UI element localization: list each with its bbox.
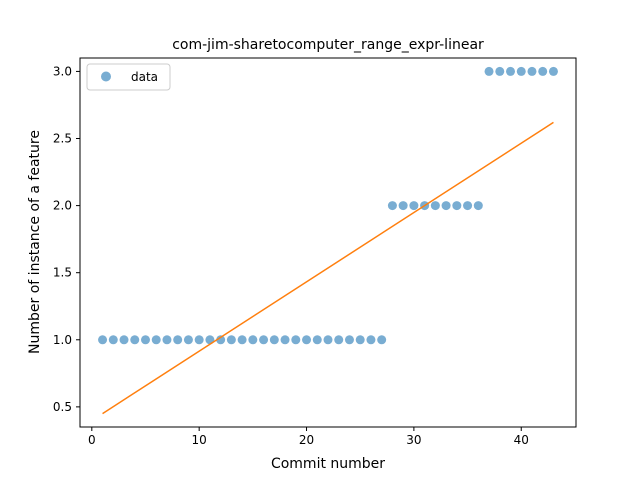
x-tick-label: 40 (514, 433, 529, 447)
y-tick-label: 1.0 (53, 333, 72, 347)
data-point (377, 335, 387, 345)
data-point (291, 335, 301, 345)
legend-marker (101, 71, 111, 82)
x-tick-label: 0 (88, 433, 96, 447)
data-point (527, 66, 537, 76)
legend-box (86, 63, 171, 91)
y-tick-label: 1.5 (53, 266, 72, 280)
data-point (98, 335, 108, 345)
data-point (151, 335, 161, 345)
y-tick-label: 3.0 (53, 64, 72, 78)
data-point (548, 66, 558, 76)
data-point (183, 335, 193, 345)
data-point (334, 335, 344, 345)
data-point (280, 335, 290, 345)
data-point (441, 201, 451, 211)
x-axis-label: Commit number (271, 456, 385, 472)
data-point (269, 335, 279, 345)
data-point (248, 335, 258, 345)
x-axis-ticks: 0 10 20 30 40 (88, 427, 529, 447)
data-point (108, 335, 118, 345)
data-point (355, 335, 365, 345)
axes-frame (79, 57, 577, 428)
data-point (538, 66, 548, 76)
chart-title: com-jim-sharetocomputer_range_expr-linea… (172, 37, 484, 53)
data-point (398, 201, 408, 211)
data-point (312, 335, 322, 345)
legend: data (86, 63, 171, 91)
x-tick-label: 20 (299, 433, 314, 447)
data-point (237, 335, 247, 345)
y-tick-label: 2.5 (53, 132, 72, 146)
data-point (130, 335, 140, 345)
plot-area (98, 66, 558, 415)
y-axis-label: Number of instance of a feature (27, 130, 43, 354)
y-tick-label: 2.0 (53, 199, 72, 213)
y-tick-label: 0.5 (53, 400, 72, 414)
legend-label: data (131, 70, 158, 84)
data-point (506, 66, 516, 76)
data-point (162, 335, 172, 345)
data-point (173, 335, 183, 345)
data-point (430, 201, 440, 211)
data-point (119, 335, 129, 345)
data-point (463, 201, 473, 211)
data-point (344, 335, 354, 345)
data-point (302, 335, 312, 345)
data-point (516, 66, 526, 76)
data-point (323, 335, 333, 345)
x-tick-label: 30 (406, 433, 421, 447)
data-point (140, 335, 150, 345)
data-point (226, 335, 236, 345)
data-point (409, 201, 419, 211)
data-point (484, 66, 494, 76)
y-axis-ticks: 0.5 1.0 1.5 2.0 2.5 3.0 (53, 64, 80, 414)
data-point (216, 335, 226, 345)
data-point (366, 335, 376, 345)
x-tick-label: 10 (192, 433, 207, 447)
data-point (495, 66, 505, 76)
data-point (387, 201, 397, 211)
data-point (452, 201, 462, 211)
data-point (194, 335, 204, 345)
data-point (473, 201, 483, 211)
data-point (259, 335, 269, 345)
fit-line (102, 121, 554, 415)
